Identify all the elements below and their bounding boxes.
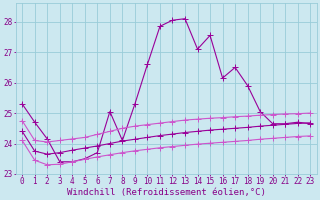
X-axis label: Windchill (Refroidissement éolien,°C): Windchill (Refroidissement éolien,°C) xyxy=(67,188,266,197)
